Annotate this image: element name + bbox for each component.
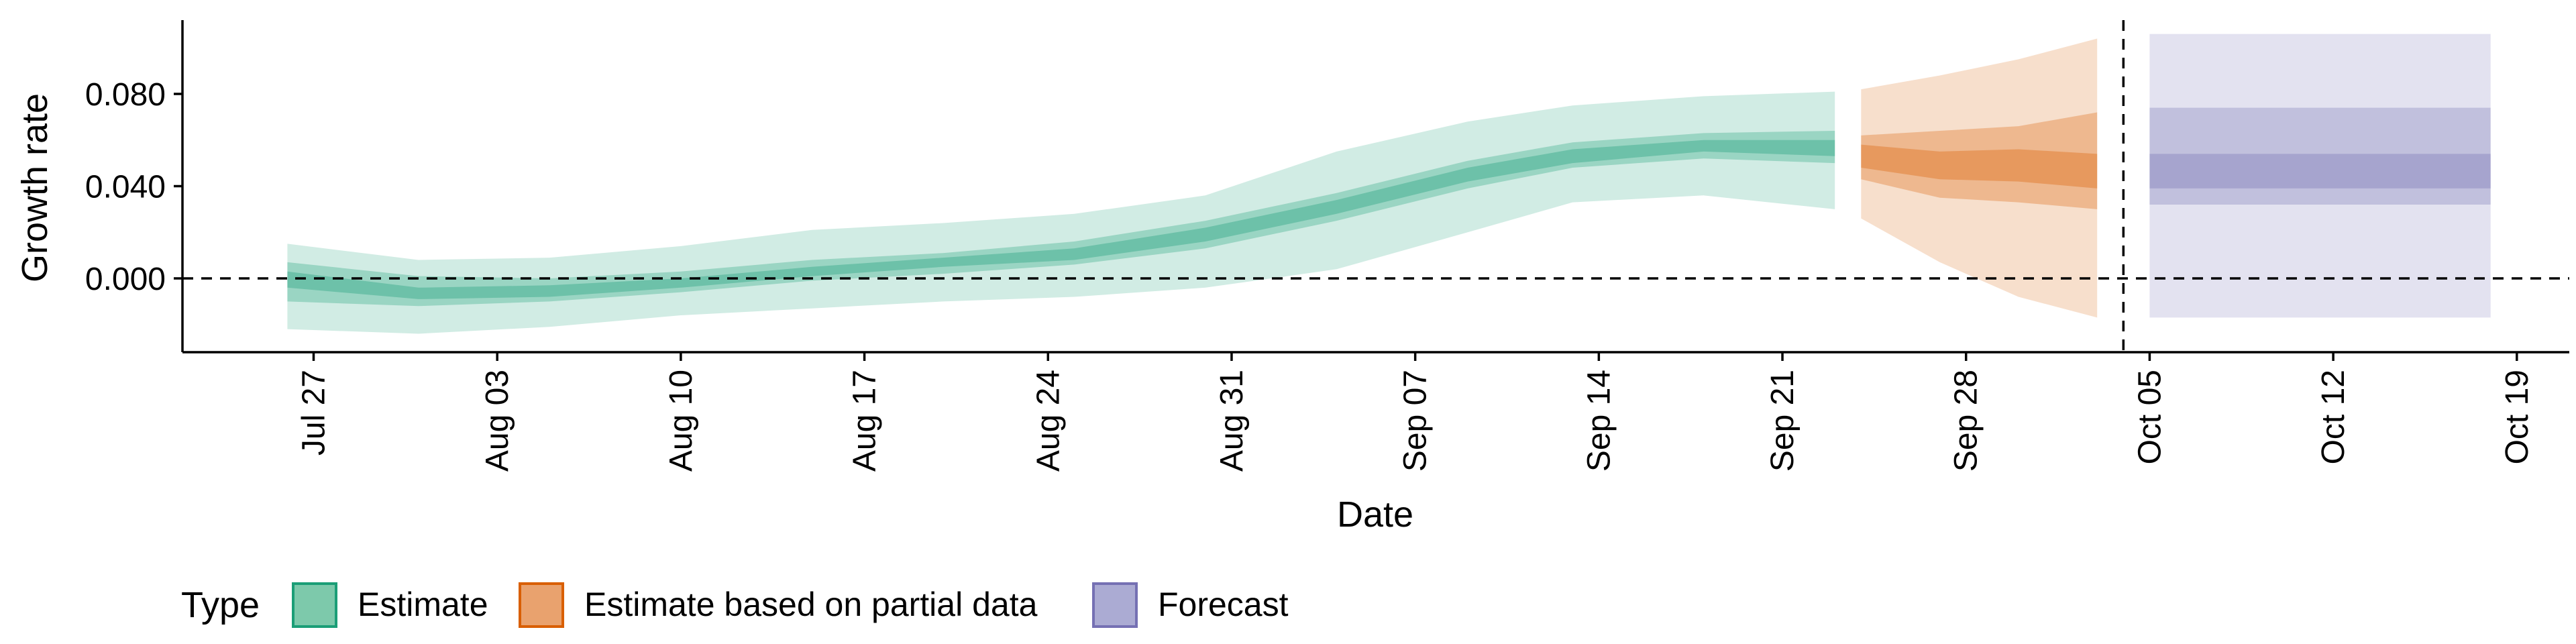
x-tick-label: Aug 31 [1214,370,1250,472]
x-tick-label: Oct 05 [2132,370,2167,464]
legend-swatch-estimate [292,582,337,628]
reference-lines [182,20,2569,352]
x-tick-label: Sep 28 [1949,370,1984,472]
band-estimate-based-on-partial-data-20 [1861,144,2098,189]
band-estimate-20 [287,140,1835,299]
y-tick-label: 0.000 [85,262,166,297]
legend-label-forecast: Forecast [1158,586,1289,623]
x-tick-label: Aug 03 [480,370,515,472]
legend: Type Estimate Estimate based on partial d… [181,582,1289,628]
band-forecast-50 [2149,107,2491,205]
legend-label-estimate: Estimate [358,586,488,623]
legend-title: Type [181,585,260,625]
band-estimate-50 [287,131,1835,307]
band-estimate-based-on-partial-data-90 [1861,38,2098,318]
x-tick-label: Sep 14 [1581,370,1617,472]
x-tick-label: Aug 17 [847,370,883,472]
band-forecast-90 [2149,34,2491,318]
y-axis-title: Growth rate [15,93,55,282]
x-axis-title: Date [1337,494,1413,535]
y-tick-label: 0.040 [85,170,166,205]
band-estimate-based-on-partial-data-50 [1861,112,2098,209]
band-forecast-20 [2149,154,2491,189]
bands-layer [287,34,2491,334]
x-tick-label: Aug 24 [1030,370,1066,472]
legend-swatch-estimate-based-on-partial-data [519,582,564,628]
x-tick-label: Jul 27 [297,370,332,455]
x-tick-label: Sep 21 [1765,370,1801,472]
x-tick-label: Oct 12 [2316,370,2351,464]
axes: 0.000 0.040 0.080 Jul 27 Aug 03 Aug 10 Aug 17 A… [85,20,2569,472]
legend-label-estimate-based-on-partial-data: Estimate based on partial data [584,586,1038,623]
y-tick-label: 0.080 [85,77,166,113]
legend-swatch-forecast [1092,582,1138,628]
band-estimate-90 [287,91,1835,334]
x-tick-label: Aug 10 [663,370,699,472]
x-tick-label: Oct 19 [2500,370,2535,464]
x-tick-label: Sep 07 [1398,370,1434,472]
